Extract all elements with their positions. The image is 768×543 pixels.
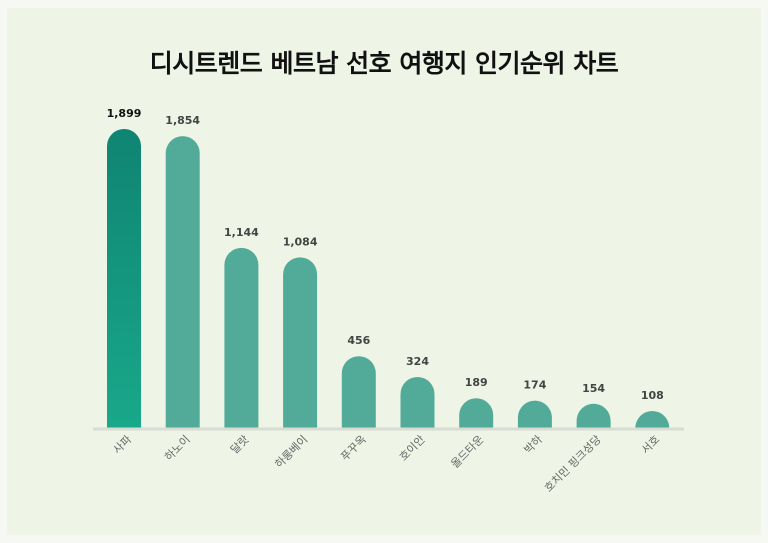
chart-title: 디시트렌드 베트남 선호 여행지 인기순위 차트 bbox=[149, 49, 619, 78]
x-tick-label: 올드타운 bbox=[449, 433, 487, 471]
bar-올드타운 bbox=[459, 398, 494, 428]
bar-푸꾸옥 bbox=[341, 356, 376, 428]
value-label: 1,144 bbox=[224, 226, 259, 239]
x-tick-label: 호치민 핑크성당 bbox=[542, 433, 604, 495]
x-tick-label: 사파 bbox=[111, 433, 135, 457]
bar-하롱베이 bbox=[283, 257, 318, 428]
bar-박하 bbox=[517, 400, 552, 428]
bar-하노이 bbox=[165, 136, 200, 428]
value-label: 1,899 bbox=[107, 107, 142, 120]
value-label: 189 bbox=[465, 376, 488, 389]
value-label: 154 bbox=[582, 382, 605, 395]
x-tick-label: 서호 bbox=[639, 433, 663, 457]
x-tick-label: 박하 bbox=[521, 432, 545, 456]
bar-호치민 핑크성당 bbox=[576, 403, 611, 428]
value-label: 456 bbox=[347, 334, 370, 347]
x-tick-label: 호이안 bbox=[397, 433, 428, 464]
bar-서호 bbox=[635, 410, 670, 428]
value-label: 108 bbox=[641, 389, 664, 402]
x-tick-label: 푸꾸옥 bbox=[338, 433, 369, 464]
value-label: 174 bbox=[523, 379, 546, 392]
value-label: 324 bbox=[406, 355, 429, 368]
value-labels-group: 1,899 1,854 1,144 1,084 456 324 189 174 154 108 bbox=[107, 107, 664, 402]
x-tick-label: 하노이 bbox=[161, 432, 192, 463]
bar-사파 bbox=[107, 129, 141, 428]
value-label: 1,084 bbox=[283, 235, 318, 248]
value-label: 1,854 bbox=[165, 114, 200, 127]
x-tick-label: 하롱베이 bbox=[272, 432, 311, 471]
bar-호이안 bbox=[400, 376, 435, 428]
bar-달랏 bbox=[224, 247, 259, 428]
x-tick-label: 달랏 bbox=[228, 433, 252, 457]
bars-group bbox=[107, 129, 670, 428]
